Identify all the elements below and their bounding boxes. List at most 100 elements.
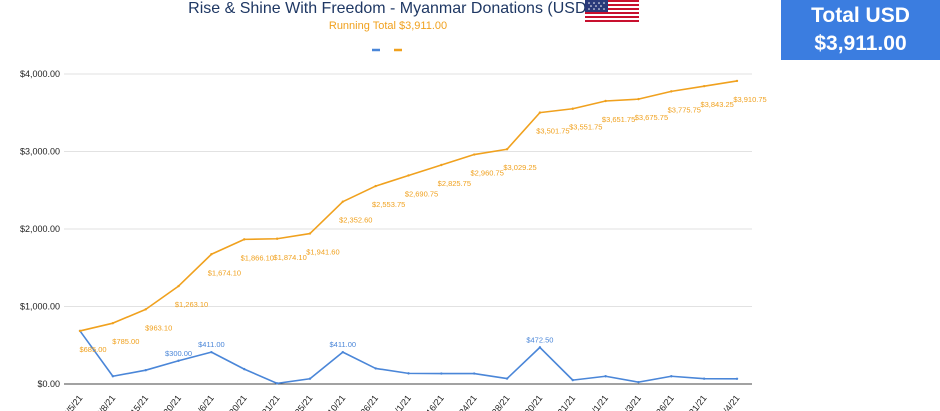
running-total-data-label: $1,874.10: [273, 253, 306, 262]
x-tick-label: 5/5/21: [61, 393, 84, 411]
x-tick-label: 8/16/21: [420, 393, 446, 411]
running-total-point: [735, 79, 739, 83]
x-tick-label: 8/30/21: [518, 393, 544, 411]
donation-point: [210, 350, 213, 354]
running-total-data-label: $2,352.60: [339, 216, 372, 225]
donation-data-label: $472.50: [526, 335, 553, 344]
running-total-data-label: $2,960.75: [471, 169, 504, 178]
y-tick-label: $0.00: [37, 379, 60, 389]
running-total-data-label: $685.00: [79, 345, 106, 354]
running-total-point: [473, 153, 476, 156]
running-total-data-label: $3,651.75: [602, 115, 635, 124]
series-lines: [78, 79, 739, 385]
running-total-data-label: $3,843.25: [700, 100, 733, 109]
x-tick-label: 5/15/21: [124, 393, 150, 411]
donation-point: [473, 372, 476, 375]
us-flag-icon: [585, 0, 639, 22]
running-total-point: [407, 174, 410, 177]
donation-point: [144, 369, 147, 372]
x-tick-label: 10/31/21: [679, 393, 708, 411]
running-total-point: [670, 90, 673, 93]
x-tick-label: 8/1/21: [390, 393, 413, 411]
y-axis: $0.00 $1,000.00 $2,000.00 $3,000.00 $4,000.0…: [20, 69, 60, 389]
donation-point: [374, 367, 377, 370]
x-tick-label: 6/6/21: [193, 393, 216, 411]
running-total-data-label: $3,775.75: [668, 105, 701, 114]
y-tick-label: $3,000.00: [20, 147, 60, 157]
donation-point: [735, 377, 739, 380]
donation-point: [177, 359, 180, 362]
x-axis: 5/5/21 5/8/21 5/15/21 5/20/21 6/6/21 6/20/21 6…: [61, 393, 741, 411]
donation-point: [505, 377, 509, 380]
running-total-point: [505, 148, 509, 151]
running-total-point: [111, 321, 115, 325]
x-tick-label: 5/20/21: [157, 393, 183, 411]
donation-point: [407, 372, 410, 375]
donation-point: [308, 377, 312, 380]
running-total-data-label: $2,825.75: [438, 179, 471, 188]
running-total-data-label: $2,690.75: [405, 189, 438, 198]
y-tick-label: $4,000.00: [20, 69, 60, 79]
donation-point: [604, 375, 607, 378]
running-total-point: [538, 111, 542, 114]
donation-point: [341, 350, 344, 354]
running-total-point: [144, 308, 147, 311]
x-tick-label: 9/1/21: [587, 393, 610, 411]
total-usd-box: Total USD $3,911.00: [781, 0, 940, 60]
x-tick-label: 6/20/21: [222, 393, 248, 411]
chart-title: Rise & Shine With Freedom - Myanmar Dona…: [188, 0, 592, 17]
donation-point: [702, 377, 706, 380]
running-total-point: [571, 107, 574, 110]
x-tick-label: 8/28/21: [485, 393, 511, 411]
x-tick-label: 6/25/21: [288, 393, 314, 411]
running-total-point: [341, 200, 344, 203]
running-total-point: [637, 97, 640, 101]
running-total-point: [210, 253, 213, 256]
donation-point: [637, 380, 640, 384]
total-usd-label: Total USD: [811, 4, 910, 27]
x-tick-label: 11/4/21: [716, 393, 742, 411]
x-tick-label: 9/3/21: [620, 393, 643, 411]
donation-point: [571, 378, 574, 382]
running-total-data-label: $1,263.10: [175, 300, 208, 309]
donation-point: [670, 375, 673, 378]
running-total-data-label: $3,675.75: [635, 113, 668, 122]
chart-subtitle: Running Total $3,911.00: [329, 20, 447, 32]
donation-data-label: $300.00: [165, 349, 192, 358]
running-total-data-label: $3,029.25: [503, 163, 536, 172]
running-total-point: [440, 163, 443, 167]
running-total-point: [604, 99, 607, 103]
x-tick-label: 7/10/21: [321, 393, 347, 411]
x-tick-label: 7/26/21: [354, 393, 380, 411]
running-total-point: [374, 184, 377, 188]
donation-data-label: $411.00: [198, 340, 225, 349]
donation-point: [275, 382, 279, 385]
total-usd-value: $3,911.00: [814, 32, 907, 55]
running-total-data-label: $1,674.10: [208, 268, 241, 277]
running-total-data-label: $1,866.10: [241, 253, 274, 262]
x-tick-label: 9/26/21: [650, 393, 676, 411]
running-total-data-label: $3,910.75: [733, 95, 766, 104]
running-total-data-label: $3,551.75: [569, 123, 602, 132]
donation-data-label: $411.00: [330, 340, 357, 349]
running-total-point: [243, 238, 246, 241]
donation-point: [111, 375, 115, 378]
donation-point: [538, 346, 542, 349]
running-total-point: [702, 84, 706, 88]
grid-lines: [64, 73, 752, 385]
x-tick-label: 5/8/21: [94, 393, 117, 411]
y-tick-label: $1,000.00: [20, 302, 60, 312]
y-tick-label: $2,000.00: [20, 224, 60, 234]
running-total-data-label: $3,501.75: [536, 127, 569, 136]
donation-point: [440, 372, 443, 375]
x-tick-label: 6/21/21: [255, 393, 281, 411]
running-total-point: [177, 284, 180, 288]
running-total-point: [275, 237, 279, 240]
running-total-data-label: $1,941.60: [306, 248, 339, 257]
x-tick-label: 8/31/21: [551, 393, 577, 411]
x-tick-label: 8/24/21: [452, 393, 478, 411]
running-total-data-label: $785.00: [112, 337, 139, 346]
running-total-point: [78, 329, 82, 333]
running-total-data-label: $2,553.75: [372, 200, 405, 209]
